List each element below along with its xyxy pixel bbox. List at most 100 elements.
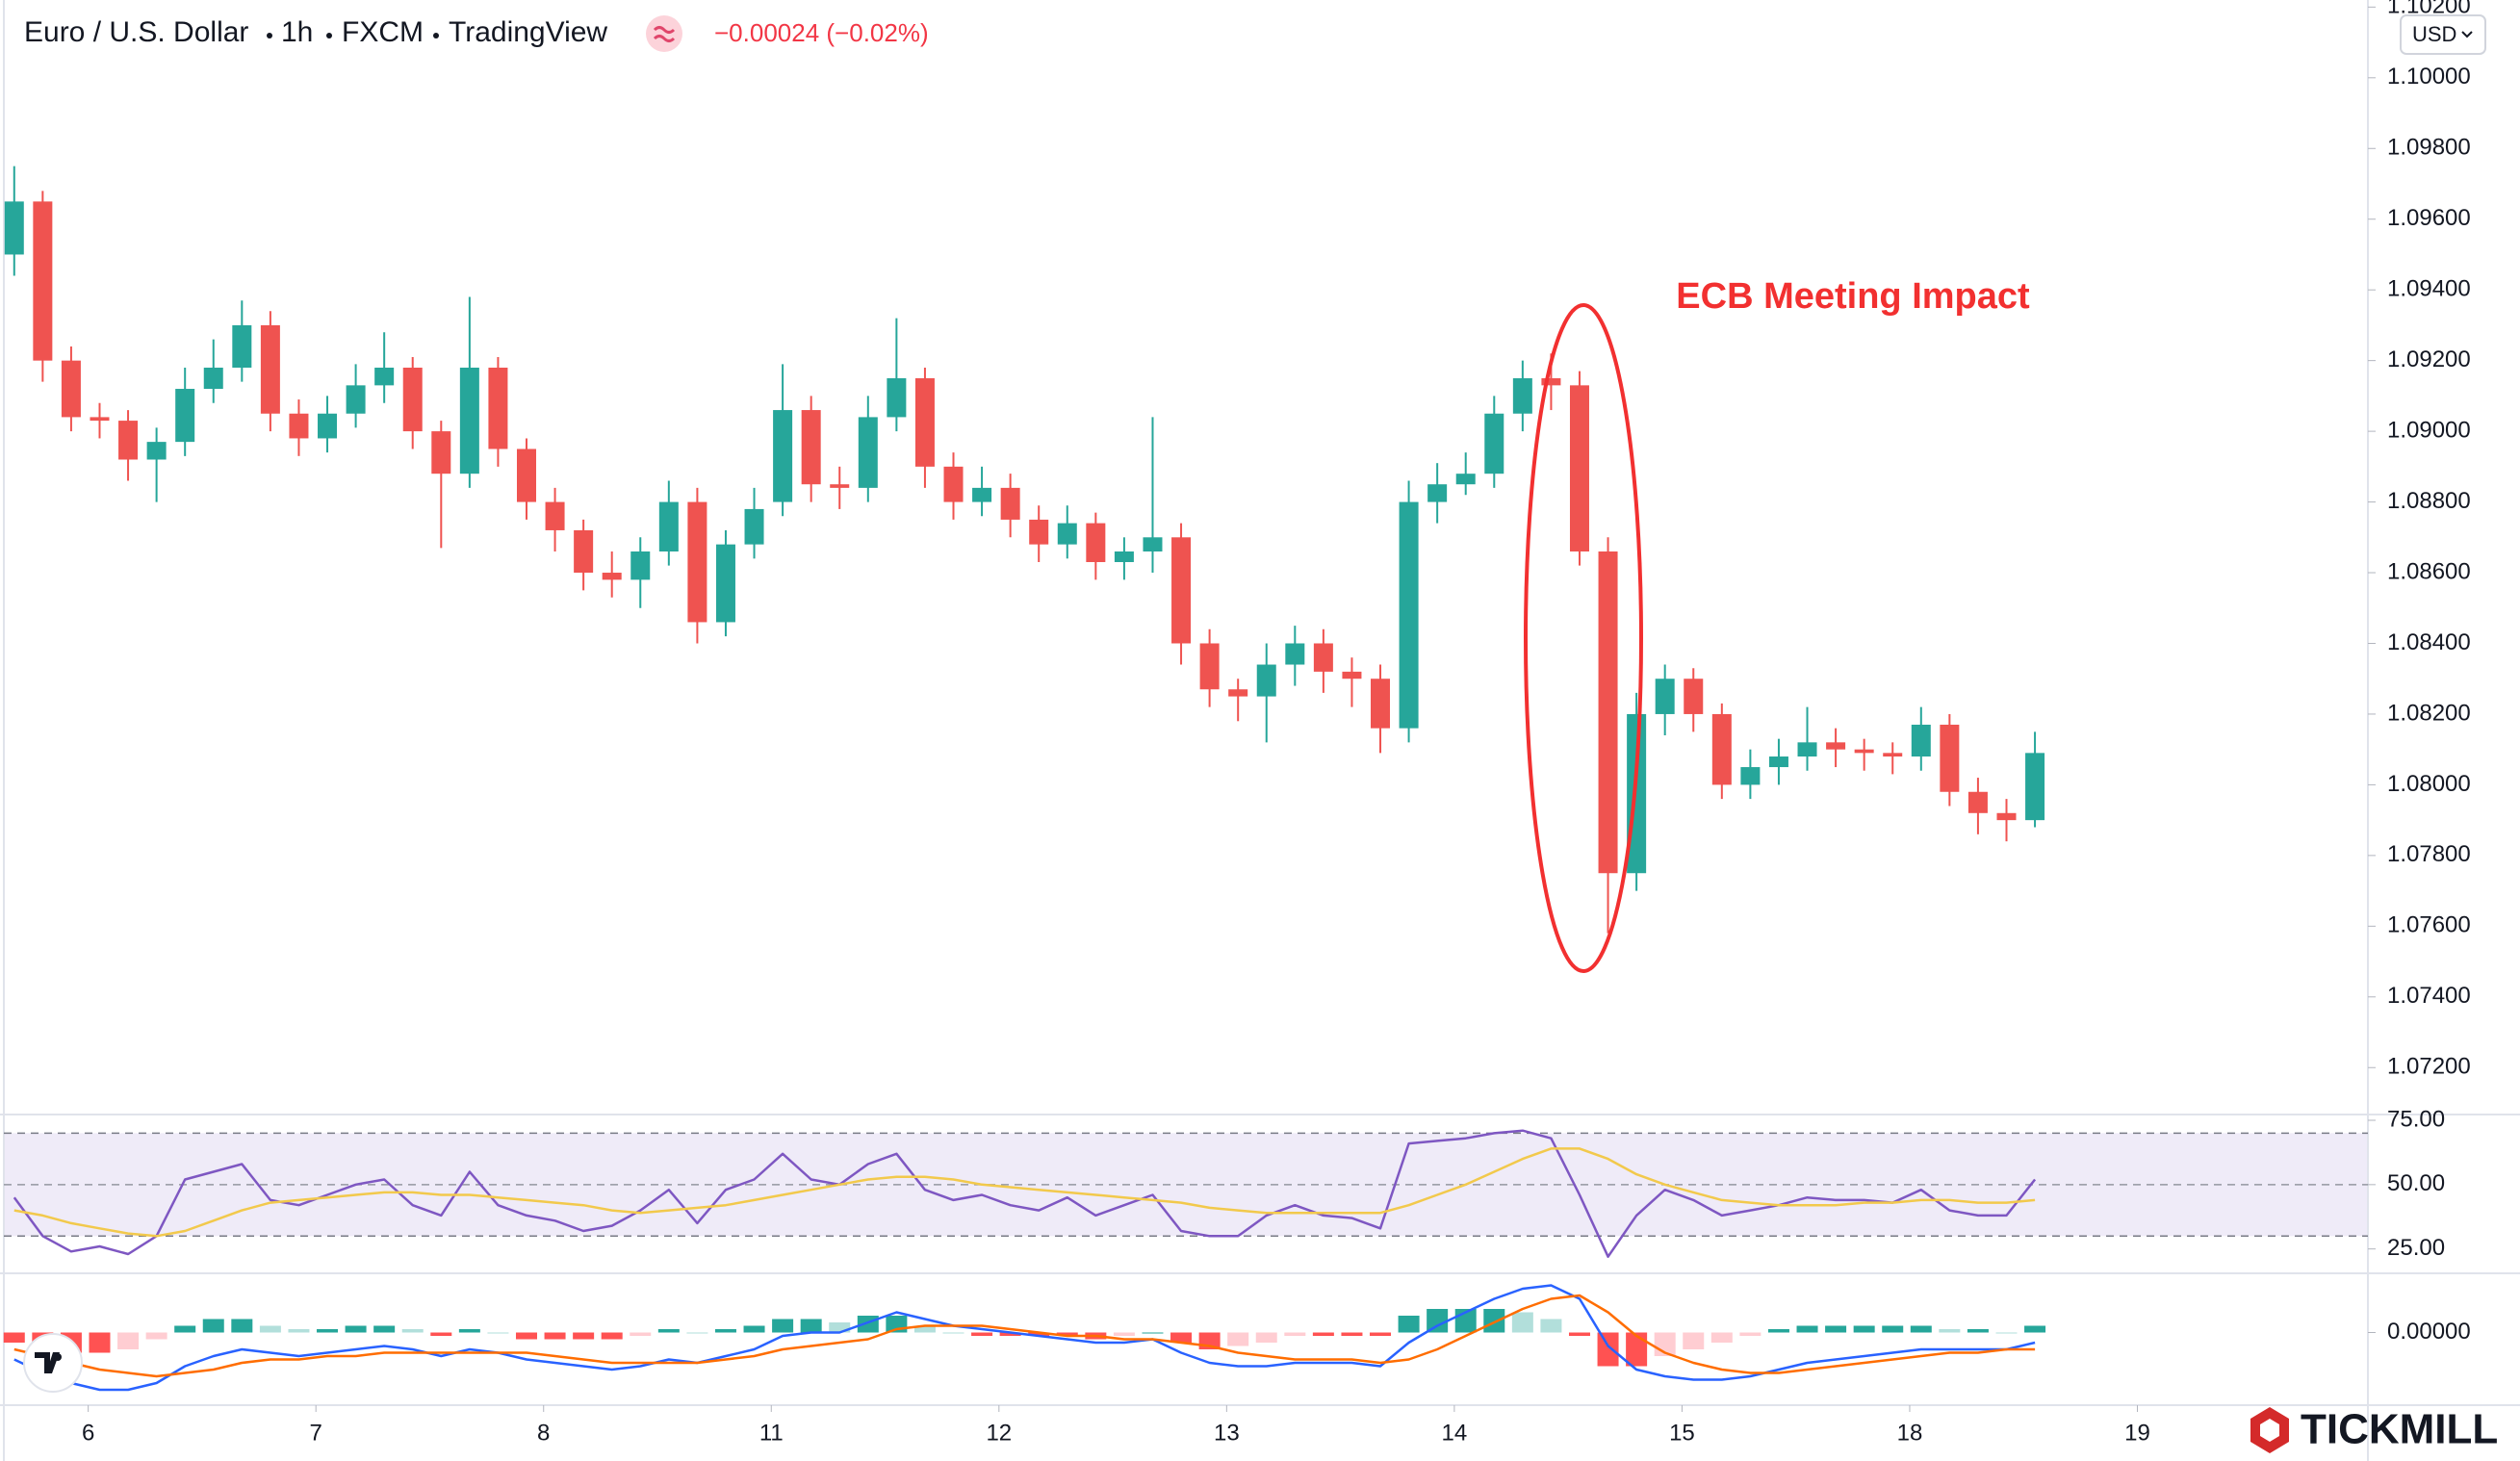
candle-body: [1797, 742, 1817, 757]
candle-body: [830, 484, 850, 488]
histogram-bar: [1398, 1316, 1420, 1333]
x-tick-label: 15: [1669, 1420, 1695, 1446]
histogram-bar: [1312, 1332, 1334, 1336]
y-tick-label: 1.07600: [2387, 912, 2471, 938]
candle-body: [203, 367, 223, 390]
histogram-bar: [1853, 1325, 1875, 1333]
candle-body: [1826, 742, 1846, 750]
x-tick-label: 14: [1442, 1420, 1468, 1446]
x-tick-label: 11: [759, 1420, 784, 1446]
histogram-bar: [231, 1319, 253, 1333]
y-tick-label: 0.00000: [2387, 1319, 2471, 1345]
source: FXCM: [342, 16, 424, 48]
histogram-bar: [1028, 1332, 1050, 1336]
candle-body: [4, 201, 24, 255]
candle-body: [1228, 689, 1248, 697]
candle-body: [1711, 713, 1732, 785]
histogram-bar: [373, 1325, 396, 1333]
tradingview-logo: [23, 1333, 83, 1393]
candle-body: [459, 367, 479, 474]
candle-body: [545, 501, 565, 530]
candle-body: [687, 501, 707, 623]
y-tick-label: 1.07400: [2387, 983, 2471, 1009]
histogram-bar: [202, 1319, 224, 1333]
y-tick-label: 1.09400: [2387, 276, 2471, 302]
x-tick-label: 19: [2124, 1420, 2150, 1446]
currency[interactable]: USD: [2412, 22, 2456, 46]
y-tick-label: 1.10000: [2387, 64, 2471, 90]
histogram-bar: [458, 1329, 480, 1333]
separator-dot: [267, 33, 272, 38]
histogram-bar: [1825, 1325, 1847, 1333]
candle-body: [175, 389, 195, 443]
candle-body: [1342, 671, 1362, 679]
candle-body: [1740, 767, 1761, 785]
histogram-bar: [1683, 1332, 1705, 1349]
candle-body: [574, 529, 594, 574]
x-tick-label: 7: [310, 1420, 322, 1446]
histogram-bar: [1882, 1325, 1904, 1333]
candle-body: [1399, 501, 1419, 729]
symbol-title: Euro / U.S. Dollar: [24, 16, 248, 48]
histogram-bar: [259, 1325, 281, 1333]
histogram-bar: [1227, 1332, 1249, 1346]
candle-body: [1199, 643, 1220, 690]
candle-body: [1883, 753, 1903, 757]
histogram-bar: [117, 1332, 140, 1349]
histogram-bar: [573, 1332, 595, 1340]
candle-body: [318, 413, 338, 439]
histogram-bar: [657, 1329, 680, 1333]
candle-body: [61, 360, 81, 418]
currency-button[interactable]: USD: [2400, 14, 2486, 55]
histogram-bar: [1568, 1332, 1590, 1336]
candle-body: [801, 410, 821, 485]
histogram-bar: [145, 1332, 167, 1340]
histogram-bar: [544, 1332, 566, 1340]
candle-body: [1455, 474, 1476, 485]
candle-body: [1427, 484, 1448, 502]
histogram-bar: [743, 1325, 765, 1333]
candle-body: [2025, 753, 2045, 821]
x-tick-label: 6: [82, 1420, 94, 1446]
candle-body: [630, 551, 651, 580]
candle-body: [858, 417, 878, 488]
histogram-bar: [1767, 1329, 1789, 1333]
x-tick-label: 13: [1214, 1420, 1240, 1446]
candle-body: [1940, 724, 1960, 792]
indicator-line: [13, 1294, 2036, 1378]
histogram-bar: [999, 1332, 1021, 1336]
annotation-ellipse: [1524, 303, 1643, 973]
histogram-bar: [2024, 1325, 2046, 1333]
candle-body: [1768, 756, 1788, 768]
y-tick-label: 1.08200: [2387, 700, 2471, 726]
histogram-bar: [317, 1329, 339, 1333]
candle-body: [1541, 378, 1561, 386]
y-tick-label: 25.00: [2387, 1235, 2445, 1261]
histogram-bar: [1626, 1332, 1648, 1367]
candle-body: [1086, 523, 1106, 563]
candle-body: [914, 378, 935, 467]
candle-body: [118, 421, 139, 460]
candle-body: [1854, 749, 1874, 754]
candle-body: [1512, 378, 1532, 414]
brand-logo: [2250, 1407, 2289, 1453]
candle-body: [744, 508, 764, 545]
histogram-bar: [1710, 1332, 1733, 1343]
candle-body: [1911, 724, 1931, 757]
indicator-line: [13, 1284, 2036, 1392]
histogram-bar: [1511, 1312, 1533, 1333]
candle-body: [374, 367, 395, 386]
price-change: −0.00024 (−0.02%): [714, 18, 929, 47]
histogram-bar: [515, 1332, 537, 1340]
histogram-bar: [714, 1329, 736, 1333]
candle-body: [943, 466, 964, 502]
histogram-bar: [601, 1332, 623, 1340]
histogram-bar: [686, 1332, 708, 1334]
candle-body: [1000, 487, 1020, 520]
candle-body: [1484, 413, 1504, 474]
histogram-bar: [1796, 1325, 1818, 1333]
candle-body: [1996, 812, 2017, 821]
candle-body: [289, 413, 309, 439]
candle-body: [516, 449, 536, 502]
